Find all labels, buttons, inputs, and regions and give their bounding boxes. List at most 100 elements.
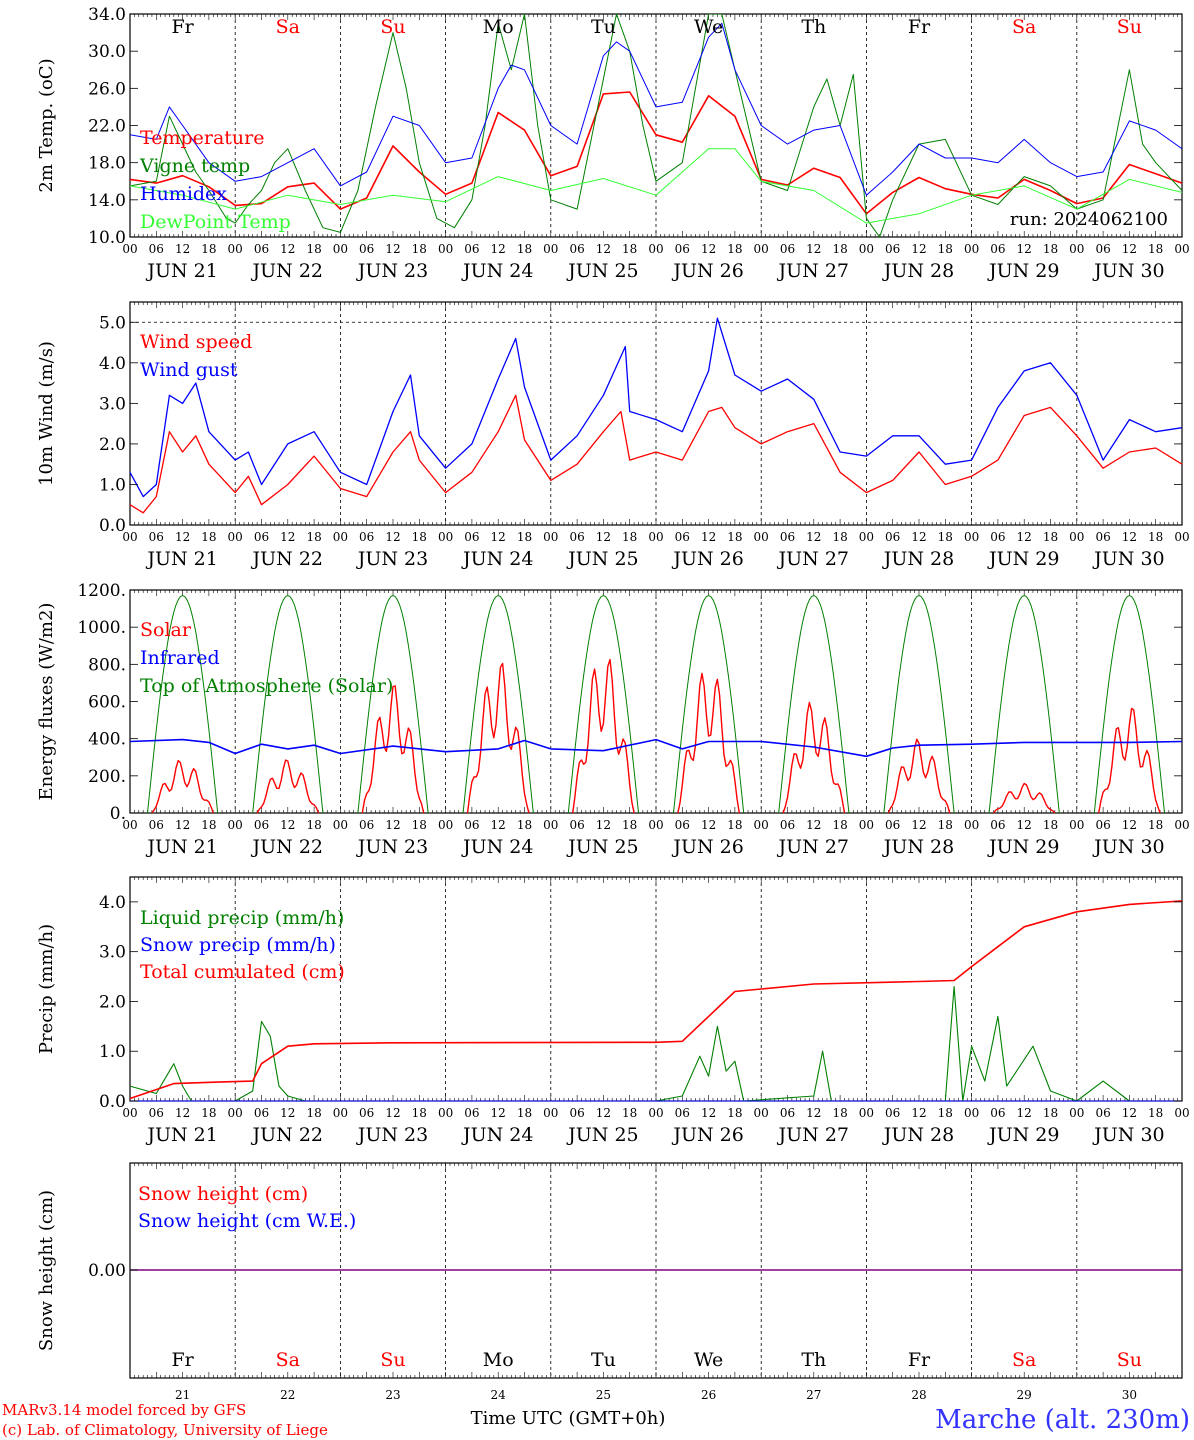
- day-number: 30: [1122, 1388, 1137, 1402]
- series-infrared: [129, 738, 1183, 758]
- run-label: run: 2024062100: [1010, 209, 1168, 230]
- hour-tick-label: 06: [254, 1106, 269, 1120]
- lab-credit: (c) Lab. of Climatology, University of L…: [2, 1421, 328, 1439]
- hour-tick-label: 00: [754, 818, 769, 832]
- hour-tick-label: 00: [1069, 530, 1084, 544]
- hour-tick-label: 06: [149, 1106, 164, 1120]
- series-blue: [129, 317, 1183, 498]
- y-tick-label: 4.0: [99, 893, 126, 913]
- date-label: JUN 27: [777, 836, 849, 858]
- time-axis-label: Time UTC (GMT+0h): [471, 1408, 666, 1429]
- hour-tick-label: 06: [990, 818, 1005, 832]
- hour-tick-label: 00: [648, 530, 663, 544]
- day-number: 23: [385, 1388, 400, 1402]
- hour-tick-label: 06: [675, 818, 690, 832]
- hour-tick-label: 00: [122, 818, 137, 832]
- day-name: Su: [1117, 16, 1142, 38]
- y-tick-label: 26.0: [88, 79, 126, 99]
- hour-tick-label: 12: [1017, 1106, 1032, 1120]
- hour-tick-label: 00: [964, 530, 979, 544]
- day-name: Sa: [276, 16, 300, 38]
- hour-tick-label: 12: [701, 242, 716, 256]
- hour-tick-label: 18: [622, 818, 637, 832]
- hour-tick-label: 18: [832, 242, 847, 256]
- series-solar: [572, 658, 635, 814]
- hour-tick-label: 06: [464, 242, 479, 256]
- legend-entry: Solar: [140, 619, 192, 641]
- hour-tick-label: 00: [1069, 1106, 1084, 1120]
- hour-tick-label: 18: [412, 1106, 427, 1120]
- series-blue: [130, 22, 1182, 196]
- series-solar: [256, 759, 320, 814]
- hour-tick-label: 18: [727, 530, 742, 544]
- date-label: JUN 25: [566, 260, 638, 282]
- date-label: JUN 28: [882, 836, 954, 858]
- date-label: JUN 26: [671, 260, 743, 282]
- hour-tick-label: 00: [1174, 530, 1189, 544]
- y-tick-label: 400.: [88, 730, 126, 750]
- series-toa: [147, 595, 219, 814]
- y-tick-label: 3.0: [99, 394, 126, 414]
- hour-tick-label: 00: [1174, 818, 1189, 832]
- hour-tick-label: 18: [306, 530, 321, 544]
- hour-tick-label: 18: [201, 242, 216, 256]
- hour-tick-label: 12: [1017, 818, 1032, 832]
- hour-tick-label: 18: [622, 242, 637, 256]
- series-solar: [677, 672, 740, 814]
- hour-tick-label: 06: [464, 1106, 479, 1120]
- y-tick-label: 5.0: [99, 313, 126, 333]
- date-label: JUN 29: [987, 260, 1059, 282]
- hour-tick-label: 18: [201, 530, 216, 544]
- hour-tick-label: 00: [1069, 818, 1084, 832]
- date-label: JUN 23: [356, 548, 428, 570]
- y-tick-label: 22.0: [88, 117, 126, 137]
- hour-tick-label: 18: [1043, 818, 1058, 832]
- hour-tick-label: 06: [359, 530, 374, 544]
- series-toa: [567, 595, 639, 814]
- hour-tick-label: 12: [701, 1106, 716, 1120]
- hour-tick-label: 00: [228, 1106, 243, 1120]
- y-tick-label: 1000.: [77, 618, 126, 638]
- series-toa: [883, 595, 955, 814]
- legend-entry: Liquid precip (mm/h): [140, 907, 344, 929]
- y-tick-label: 4.0: [99, 354, 126, 374]
- day-number: 25: [596, 1388, 611, 1402]
- date-label: JUN 23: [356, 836, 428, 858]
- y-tick-label: 0.0: [99, 1092, 126, 1112]
- hour-tick-label: 06: [149, 242, 164, 256]
- hour-tick-label: 00: [754, 530, 769, 544]
- day-name: Sa: [276, 1349, 300, 1371]
- date-label: JUN 30: [1092, 1124, 1164, 1146]
- date-label: JUN 23: [356, 260, 428, 282]
- series-green: [129, 985, 1182, 1102]
- date-label: JUN 25: [566, 548, 638, 570]
- series-solar: [1098, 707, 1161, 814]
- legend-entry: Top of Atmosphere (Solar): [140, 675, 393, 697]
- hour-tick-label: 06: [569, 530, 584, 544]
- legend-entry: Snow height (cm): [138, 1183, 308, 1205]
- hour-tick-label: 12: [806, 242, 821, 256]
- date-label: JUN 27: [777, 1124, 849, 1146]
- hour-tick-label: 00: [648, 242, 663, 256]
- date-label: JUN 28: [882, 260, 954, 282]
- hour-tick-label: 06: [359, 1106, 374, 1120]
- hour-tick-label: 18: [1148, 530, 1163, 544]
- date-label: JUN 26: [671, 1124, 743, 1146]
- date-label: JUN 22: [251, 836, 323, 858]
- hour-tick-label: 18: [1148, 242, 1163, 256]
- hour-tick-label: 06: [1095, 530, 1110, 544]
- series-red: [130, 91, 1182, 215]
- day-name: Fr: [171, 1349, 194, 1371]
- date-label: JUN 22: [251, 1124, 323, 1146]
- hour-tick-label: 06: [780, 1106, 795, 1120]
- day-name: Su: [1117, 1349, 1142, 1371]
- panel-1: 10.0 14.0 18.0 22.0 26.0 30.0 34.0 2m Temp. (oC…: [36, 5, 1190, 282]
- hour-tick-label: 06: [359, 818, 374, 832]
- panel-frame: [129, 589, 1183, 814]
- legend-entry: Humidex: [140, 183, 227, 205]
- hour-tick-label: 00: [438, 1106, 453, 1120]
- hour-tick-label: 06: [780, 818, 795, 832]
- hour-tick-label: 18: [306, 818, 321, 832]
- hour-tick-label: 18: [622, 530, 637, 544]
